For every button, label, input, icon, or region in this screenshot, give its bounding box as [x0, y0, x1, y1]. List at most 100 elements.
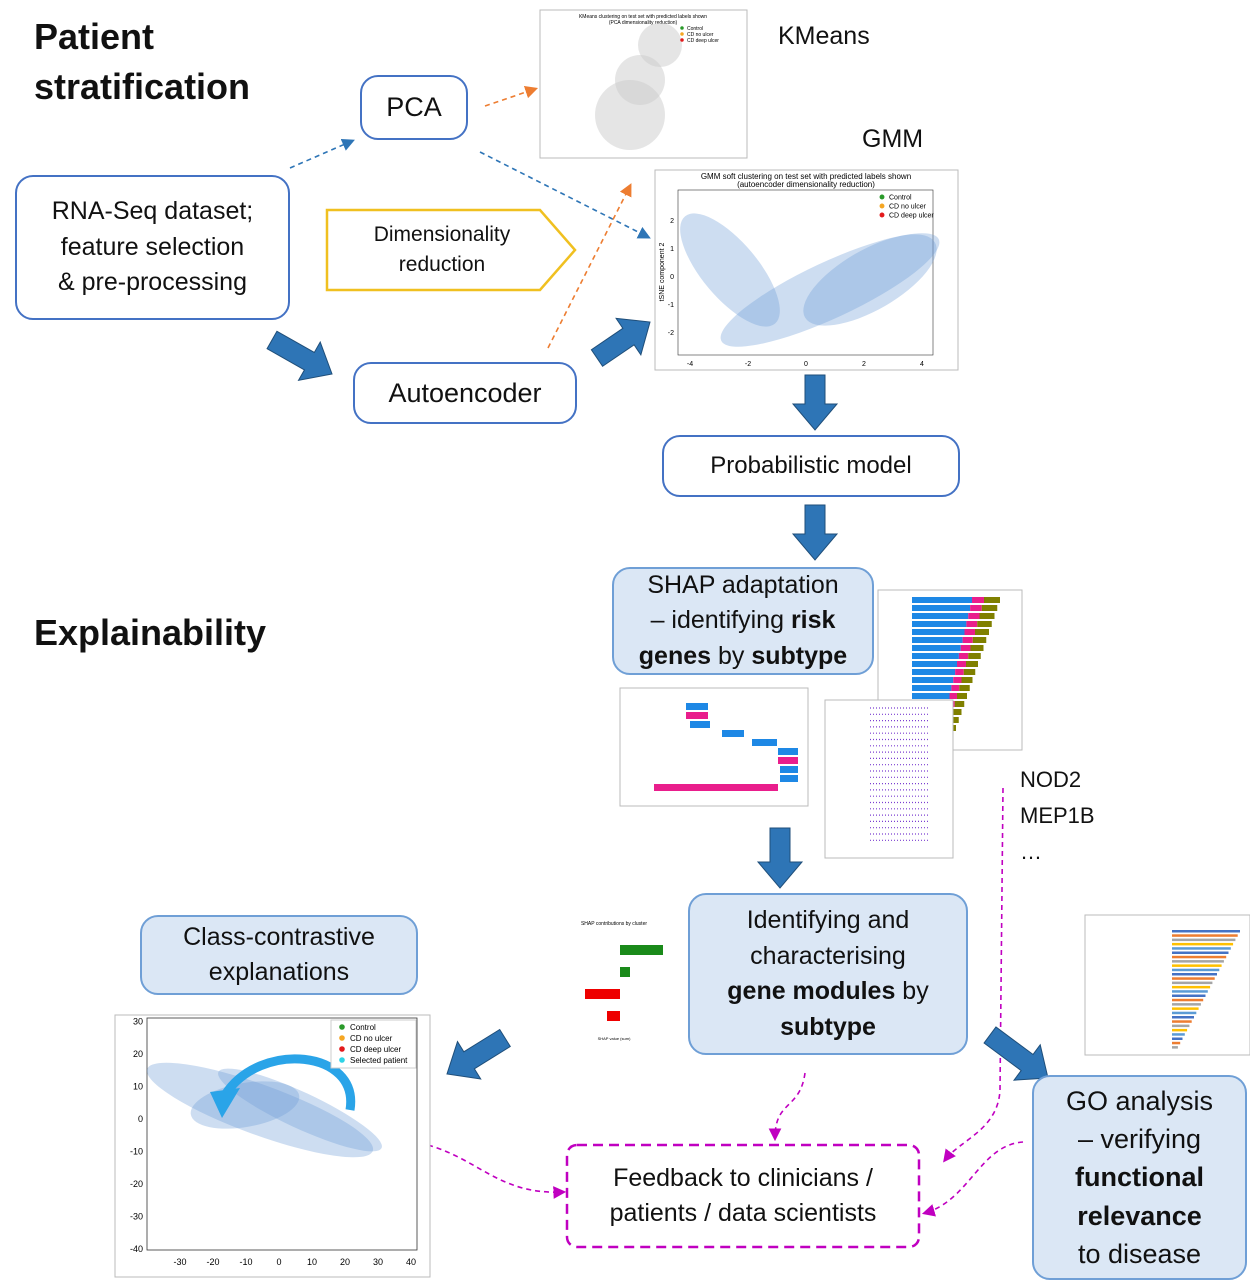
feedback-border — [565, 1143, 921, 1249]
node-line: reduction — [399, 250, 485, 280]
node-text: Probabilistic model — [710, 451, 912, 479]
waterfall-bar — [778, 748, 798, 755]
block-arrow — [590, 317, 651, 367]
x-tick-label: 30 — [373, 1257, 383, 1267]
cluster-ellipse — [638, 23, 682, 67]
legend-entry: Control — [889, 194, 912, 201]
y-tick-label: 2 — [670, 218, 674, 225]
node-text: explanations — [208, 958, 350, 986]
plot-label: GMM — [862, 125, 924, 153]
x-tick-label: -2 — [745, 361, 751, 368]
x-tick-label: 10 — [307, 1257, 317, 1267]
node-text: subtype — [780, 1012, 876, 1041]
plot-title: KMeans clustering on test set with predi… — [579, 14, 707, 20]
section-heading: Patient stratification — [34, 12, 250, 113]
bar-segment — [960, 645, 971, 651]
node-text: Identifying and — [746, 906, 910, 934]
node-box: Autoencoder — [353, 362, 577, 424]
gene-label: … — [1020, 839, 1042, 864]
bar-segment — [958, 653, 969, 659]
node-box: Probabilistic model — [662, 435, 960, 497]
node-text: RNA-Seq dataset; — [51, 197, 254, 226]
bar-segment — [964, 629, 975, 635]
node-box: Feedback to clinicians / patients / data … — [567, 1145, 919, 1247]
bar-segment — [955, 669, 964, 675]
cluster-bar — [620, 945, 663, 955]
node-line: feature selection — [61, 230, 244, 266]
cluster-bar — [620, 967, 630, 977]
y-tick-label: -30 — [130, 1212, 143, 1222]
node-text: GO analysis — [1065, 1085, 1214, 1116]
node-line: Feedback to clinicians / — [613, 1161, 873, 1197]
node-line: – verifying — [1078, 1120, 1201, 1158]
node-line: GO analysis — [1066, 1082, 1213, 1120]
waterfall-bar — [780, 775, 798, 782]
bar-segment — [972, 637, 987, 643]
node-text: – identifying — [650, 606, 791, 635]
bar-segment — [912, 685, 952, 691]
node-text: feature selection — [60, 232, 245, 261]
node-text: characterising — [750, 941, 906, 970]
go-bar — [1172, 938, 1236, 942]
bar-segment — [966, 661, 978, 667]
x-tick-label: -30 — [173, 1257, 186, 1267]
node-line: subtype — [780, 1010, 876, 1046]
go-bar — [1172, 968, 1220, 972]
node-text: by — [895, 977, 929, 1005]
reduction-shape — [325, 208, 577, 292]
legend-marker — [680, 26, 684, 30]
bar-segment — [957, 661, 966, 667]
node-text: Class-contrastive — [183, 922, 375, 951]
legend-marker — [339, 1024, 345, 1030]
x-tick-label: -4 — [687, 361, 693, 368]
go-bar — [1172, 1037, 1183, 1040]
bar-segment — [912, 645, 961, 651]
heading-line: Patient — [34, 16, 155, 57]
node-text: functional — [1075, 1162, 1204, 1193]
go-bar — [1172, 981, 1213, 985]
bar-segment — [952, 709, 962, 715]
waterfall-bar — [654, 784, 778, 791]
node-line: relevance — [1077, 1197, 1202, 1235]
waterfall-bar — [752, 739, 777, 746]
plot-title: SHAP contributions by cluster — [581, 921, 647, 927]
cluster-ellipse — [680, 213, 780, 327]
bar-segment — [954, 701, 965, 707]
bar-segment — [912, 621, 967, 627]
bar-segment — [968, 653, 981, 659]
go-bar — [1172, 977, 1215, 980]
go-bar — [1172, 1024, 1190, 1028]
node-text: PCA — [386, 92, 442, 123]
bar-segment — [970, 645, 984, 651]
bar-segment — [963, 669, 976, 675]
legend-entry: Control — [350, 1023, 376, 1032]
y-tick-label: -10 — [130, 1147, 143, 1157]
legend-entry: Selected patient — [350, 1056, 408, 1065]
y-tick-label: 0 — [670, 274, 674, 281]
waterfall-bar — [686, 712, 708, 719]
contrast-arrowhead — [210, 1088, 240, 1118]
legend-entry: Control — [687, 26, 703, 32]
go-bar — [1172, 947, 1231, 950]
node-text: reduction — [398, 253, 486, 276]
bar-segment — [972, 597, 984, 603]
legend-entry: CD deep ulcer — [350, 1045, 401, 1054]
cluster-ellipse — [803, 234, 937, 326]
legend-marker — [879, 212, 885, 218]
node-text: Autoencoder — [388, 377, 542, 408]
cluster-bar — [607, 1011, 620, 1021]
bar-segment — [912, 653, 959, 659]
node-text: patients / data scientists — [609, 1199, 877, 1227]
bar-segment — [912, 637, 963, 643]
bar-segment — [975, 629, 989, 635]
node-box: GO analysis – verifying functional relevanc… — [1032, 1075, 1247, 1280]
node-text: by — [711, 641, 752, 670]
go-bar — [1172, 1020, 1192, 1023]
node-line: genes by subtype — [639, 639, 847, 675]
go-bar — [1172, 934, 1238, 937]
bar-segment — [968, 613, 980, 619]
bar-segment — [959, 685, 970, 691]
legend-marker — [339, 1035, 345, 1041]
go-bar — [1172, 1011, 1197, 1015]
